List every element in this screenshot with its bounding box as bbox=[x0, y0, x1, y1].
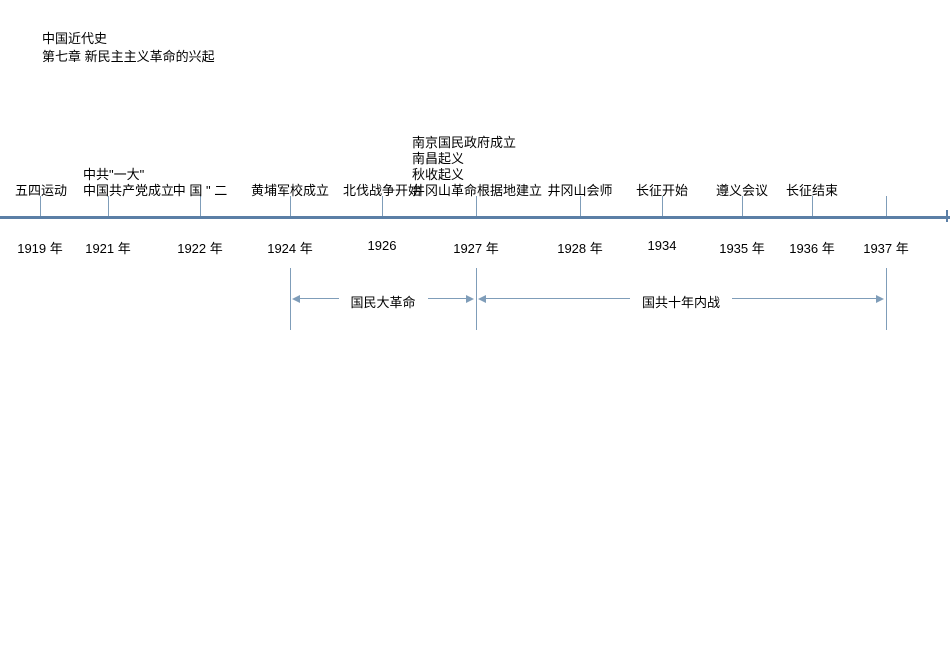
period-bracket-right-1 bbox=[886, 268, 887, 330]
period-arrow-left-1 bbox=[486, 298, 630, 299]
period-arrowhead-right-0 bbox=[466, 295, 474, 303]
event-label-7-0: 长征开始 bbox=[636, 180, 688, 199]
year-label-3: 1924 年 bbox=[267, 238, 313, 257]
period-arrow-right-1 bbox=[732, 298, 876, 299]
title-line-2: 第七章 新民主主义革命的兴起 bbox=[42, 48, 215, 66]
period-arrowhead-left-0 bbox=[292, 295, 300, 303]
tick-4 bbox=[382, 196, 383, 216]
event-label-3-0: 黄埔军校成立 bbox=[251, 180, 329, 199]
year-label-2: 1922 年 bbox=[177, 238, 223, 257]
year-label-1: 1921 年 bbox=[85, 238, 131, 257]
year-label-0: 1919 年 bbox=[17, 238, 63, 257]
event-label-0-0: 五四运动 bbox=[15, 180, 67, 199]
tick-6 bbox=[580, 196, 581, 216]
timeline-axis bbox=[0, 216, 950, 219]
event-label-8-0: 遵义会议 bbox=[716, 180, 768, 199]
tick-2 bbox=[200, 196, 201, 216]
title-line-1: 中国近代史 bbox=[42, 30, 215, 48]
year-label-8: 1935 年 bbox=[719, 238, 765, 257]
tick-10 bbox=[886, 196, 887, 216]
period-arrow-right-0 bbox=[428, 298, 467, 299]
period-bracket-left-0 bbox=[290, 268, 291, 330]
period-bracket-left-1 bbox=[476, 268, 477, 330]
event-label-2-0: 中 国 " 二 bbox=[173, 180, 227, 199]
year-label-6: 1928 年 bbox=[557, 238, 603, 257]
axis-end-tick bbox=[946, 210, 948, 222]
year-label-4: 1926 bbox=[368, 238, 397, 253]
event-label-5-3: 井冈山革命根据地建立 bbox=[412, 180, 542, 199]
tick-3 bbox=[290, 196, 291, 216]
tick-1 bbox=[108, 196, 109, 216]
event-label-4-0: 北伐战争开始 bbox=[343, 180, 421, 199]
period-arrow-left-0 bbox=[300, 298, 339, 299]
tick-8 bbox=[742, 196, 743, 216]
tick-5 bbox=[476, 196, 477, 216]
period-arrowhead-left-1 bbox=[478, 295, 486, 303]
tick-9 bbox=[812, 196, 813, 216]
tick-7 bbox=[662, 196, 663, 216]
year-label-9: 1936 年 bbox=[789, 238, 835, 257]
year-label-10: 1937 年 bbox=[863, 238, 909, 257]
period-label-1: 国共十年内战 bbox=[642, 292, 720, 311]
event-label-1-1: 中国共产党成立 bbox=[83, 180, 174, 199]
event-label-9-0: 长征结束 bbox=[786, 180, 838, 199]
title-block: 中国近代史 第七章 新民主主义革命的兴起 bbox=[42, 30, 215, 66]
tick-0 bbox=[40, 196, 41, 216]
year-label-7: 1934 bbox=[648, 238, 677, 253]
period-arrowhead-right-1 bbox=[876, 295, 884, 303]
period-label-0: 国民大革命 bbox=[350, 292, 415, 311]
year-label-5: 1927 年 bbox=[453, 238, 499, 257]
event-label-6-0: 井冈山会师 bbox=[547, 180, 612, 199]
